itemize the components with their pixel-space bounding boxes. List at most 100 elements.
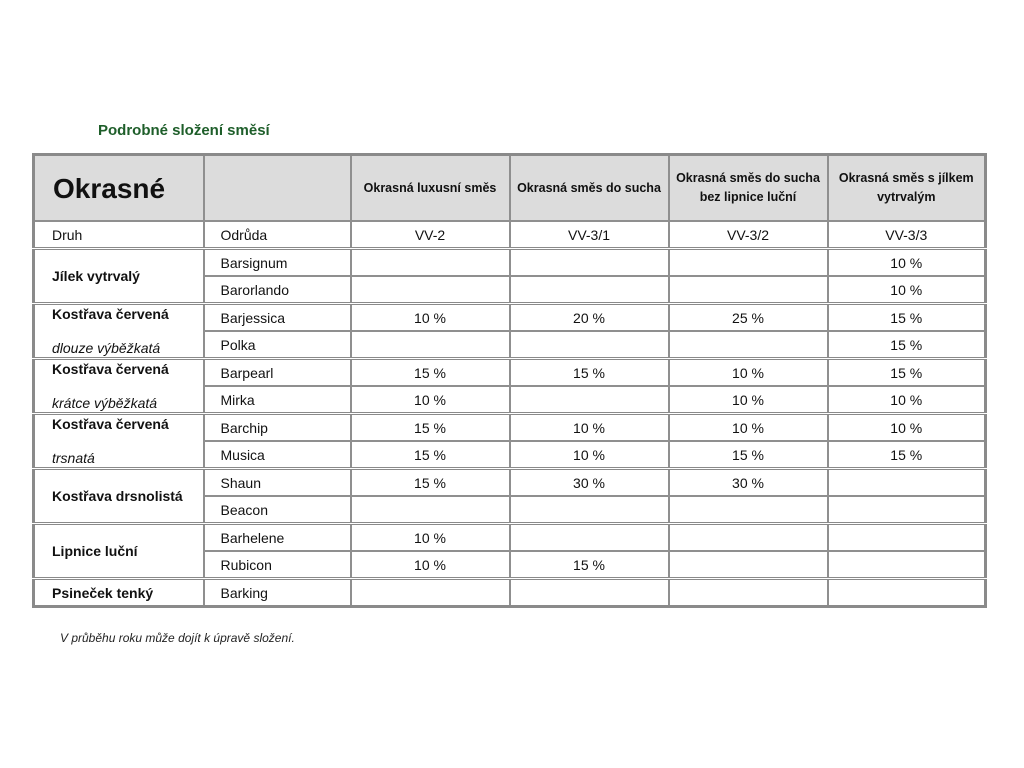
variety-name: Barjessica	[202, 302, 352, 332]
percentage-cell: 15 %	[508, 357, 670, 387]
species-name: Kostřava červená	[52, 306, 169, 322]
species-label-group: Kostřava červená dlouze výběžkatá	[52, 306, 203, 356]
percentage-cell: 15 %	[349, 412, 511, 442]
table-row: Kostřava červená krátce výběžkatá Barpearl…	[32, 357, 987, 415]
mix-header: Okrasná směs s jílkem vytrvalým	[826, 153, 987, 222]
percentage-cell	[349, 495, 511, 525]
table-row: Kostřava červená trsnatá Barchip 15 % 10 % 10…	[32, 412, 987, 470]
percentage-cell	[826, 577, 987, 608]
percentage-cell: 10 %	[508, 412, 670, 442]
percentage-cell: 30 %	[667, 467, 829, 497]
species-cell: Lipnice luční	[32, 522, 205, 580]
percentage-cell: 15 %	[349, 467, 511, 497]
table-row: Lipnice luční Barhelene 10 %	[32, 522, 987, 580]
percentage-cell: 10 %	[349, 385, 511, 415]
variety-name: Barorlando	[202, 275, 352, 305]
percentage-cell: 10 %	[349, 522, 511, 552]
percentage-cell: 10 %	[508, 440, 670, 470]
species-cell: Kostřava červená trsnatá	[32, 412, 205, 470]
percentage-cell	[667, 550, 829, 580]
percentage-cell: 30 %	[508, 467, 670, 497]
variety-name: Rubicon	[202, 550, 352, 580]
mix-header: Okrasná směs do sucha	[508, 153, 670, 222]
percentage-cell	[349, 247, 511, 277]
species-subtype: krátce výběžkatá	[52, 395, 158, 411]
druh-label: Druh	[32, 220, 205, 250]
percentage-cell	[508, 385, 670, 415]
variety-name: Musica	[202, 440, 352, 470]
percentage-cell	[508, 247, 670, 277]
table-row: Psineček tenký Barking	[32, 577, 987, 608]
percentage-cell: 10 %	[826, 247, 987, 277]
mix-code: VV-3/3	[826, 220, 987, 250]
species-label-group: Kostřava červená trsnatá	[52, 416, 203, 466]
percentage-cell: 10 %	[826, 385, 987, 415]
variety-name: Barpearl	[202, 357, 352, 387]
percentage-cell	[826, 550, 987, 580]
percentage-cell: 10 %	[667, 357, 829, 387]
mix-composition-table: Okrasné Okrasná luxusní směs Okrasná smě…	[32, 153, 987, 608]
percentage-cell: 15 %	[826, 330, 987, 360]
variety-name: Beacon	[202, 495, 352, 525]
percentage-cell: 10 %	[826, 275, 987, 305]
variety-name: Barhelene	[202, 522, 352, 552]
mix-code: VV-3/1	[508, 220, 670, 250]
species-cell: Kostřava červená krátce výběžkatá	[32, 357, 205, 415]
percentage-cell: 15 %	[349, 357, 511, 387]
percentage-cell	[826, 522, 987, 552]
variety-name: Mirka	[202, 385, 352, 415]
percentage-cell: 20 %	[508, 302, 670, 332]
table-row: Kostřava drsnolistá Shaun 15 % 30 % 30 %	[32, 467, 987, 525]
percentage-cell: 15 %	[826, 440, 987, 470]
percentage-cell: 10 %	[349, 302, 511, 332]
percentage-cell	[826, 495, 987, 525]
mix-code: VV-2	[349, 220, 511, 250]
species-cell: Kostřava červená dlouze výběžkatá	[32, 302, 205, 360]
percentage-cell: 10 %	[667, 385, 829, 415]
percentage-cell: 10 %	[826, 412, 987, 442]
species-name: Psineček tenký	[52, 584, 154, 601]
header-empty-cell	[202, 153, 352, 222]
table-row: Jílek vytrvalý Barsignum 10 %	[32, 247, 987, 305]
percentage-cell	[667, 495, 829, 525]
percentage-cell	[508, 577, 670, 608]
header-row: Okrasné Okrasná luxusní směs Okrasná smě…	[32, 153, 987, 222]
percentage-cell: 15 %	[508, 550, 670, 580]
percentage-cell: 15 %	[349, 440, 511, 470]
species-name: Kostřava červená	[52, 361, 169, 377]
percentage-cell	[667, 275, 829, 305]
percentage-cell	[667, 522, 829, 552]
percentage-cell	[349, 275, 511, 305]
percentage-cell: 25 %	[667, 302, 829, 332]
percentage-cell	[349, 330, 511, 360]
odruda-label: Odrůda	[202, 220, 352, 250]
percentage-cell: 15 %	[667, 440, 829, 470]
percentage-cell	[667, 577, 829, 608]
species-name: Lipnice luční	[52, 543, 138, 559]
percentage-cell	[349, 577, 511, 608]
mix-header: Okrasná luxusní směs	[349, 153, 511, 222]
mix-code: VV-3/2	[667, 220, 829, 250]
percentage-cell: 15 %	[826, 357, 987, 387]
species-cell: Kostřava drsnolistá	[32, 467, 205, 525]
species-name: Jílek vytrvalý	[52, 268, 140, 284]
species-subtype: dlouze výběžkatá	[52, 340, 161, 356]
footnote: V průběhu roku může dojít k úpravě slože…	[60, 631, 295, 645]
category-heading: Okrasné	[32, 153, 205, 222]
variety-name: Polka	[202, 330, 352, 360]
percentage-cell: 10 %	[349, 550, 511, 580]
species-name: Kostřava drsnolistá	[52, 488, 183, 504]
percentage-cell	[508, 522, 670, 552]
table-row: Kostřava červená dlouze výběžkatá Barjessi…	[32, 302, 987, 360]
percentage-cell	[667, 247, 829, 277]
variety-name: Barking	[202, 577, 352, 608]
percentage-cell	[826, 467, 987, 497]
percentage-cell: 10 %	[667, 412, 829, 442]
mix-header: Okrasná směs do sucha bez lipnice luční	[667, 153, 829, 222]
variety-name: Barsignum	[202, 247, 352, 277]
page-title: Podrobné složení směsí	[98, 122, 270, 139]
percentage-cell: 15 %	[826, 302, 987, 332]
table-row: Mirka 10 % 10 % 10 %	[34, 385, 987, 415]
species-label-group: Kostřava červená krátce výběžkatá	[52, 361, 203, 411]
percentage-cell	[508, 275, 670, 305]
